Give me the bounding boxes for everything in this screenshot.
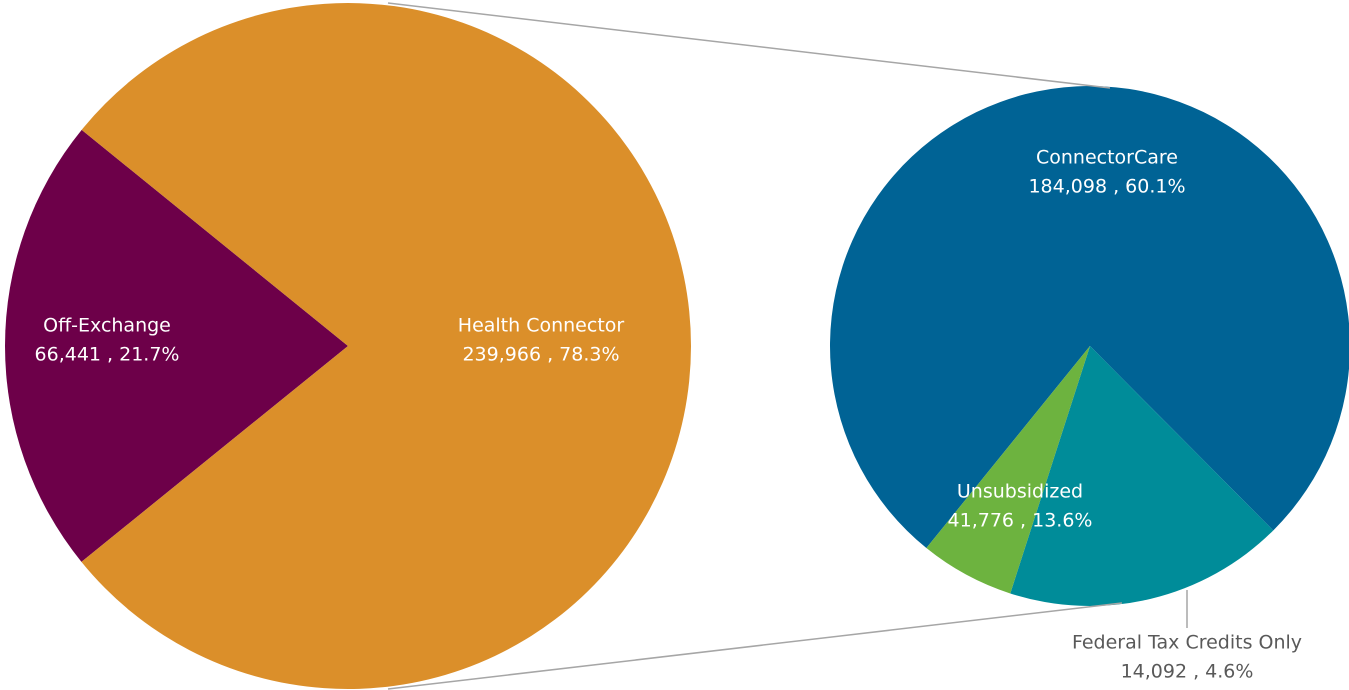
pie-slice <box>5 129 348 562</box>
slice-label: Off-Exchange <box>43 315 171 337</box>
slice-value-label: 184,098 , 60.1% <box>1028 176 1185 198</box>
slice-value-label: 14,092 , 4.6% <box>1121 661 1254 683</box>
connector-line <box>387 2 1111 89</box>
pie-slice <box>830 86 1349 549</box>
connector-line <box>387 602 1123 690</box>
slice-value-label: 66,441 , 21.7% <box>35 344 180 366</box>
slice-label: ConnectorCare <box>1036 147 1178 169</box>
slice-label: Health Connector <box>458 315 625 337</box>
slice-label: Unsubsidized <box>957 481 1083 503</box>
slice-label: Federal Tax Credits Only <box>1072 632 1302 654</box>
pie-slice <box>81 2 692 689</box>
slice-value-label: 239,966 , 78.3% <box>462 344 619 366</box>
slice-value-label: 41,776 , 13.6% <box>948 510 1093 532</box>
pie-slice <box>1010 346 1274 606</box>
pie-slice <box>926 346 1090 594</box>
